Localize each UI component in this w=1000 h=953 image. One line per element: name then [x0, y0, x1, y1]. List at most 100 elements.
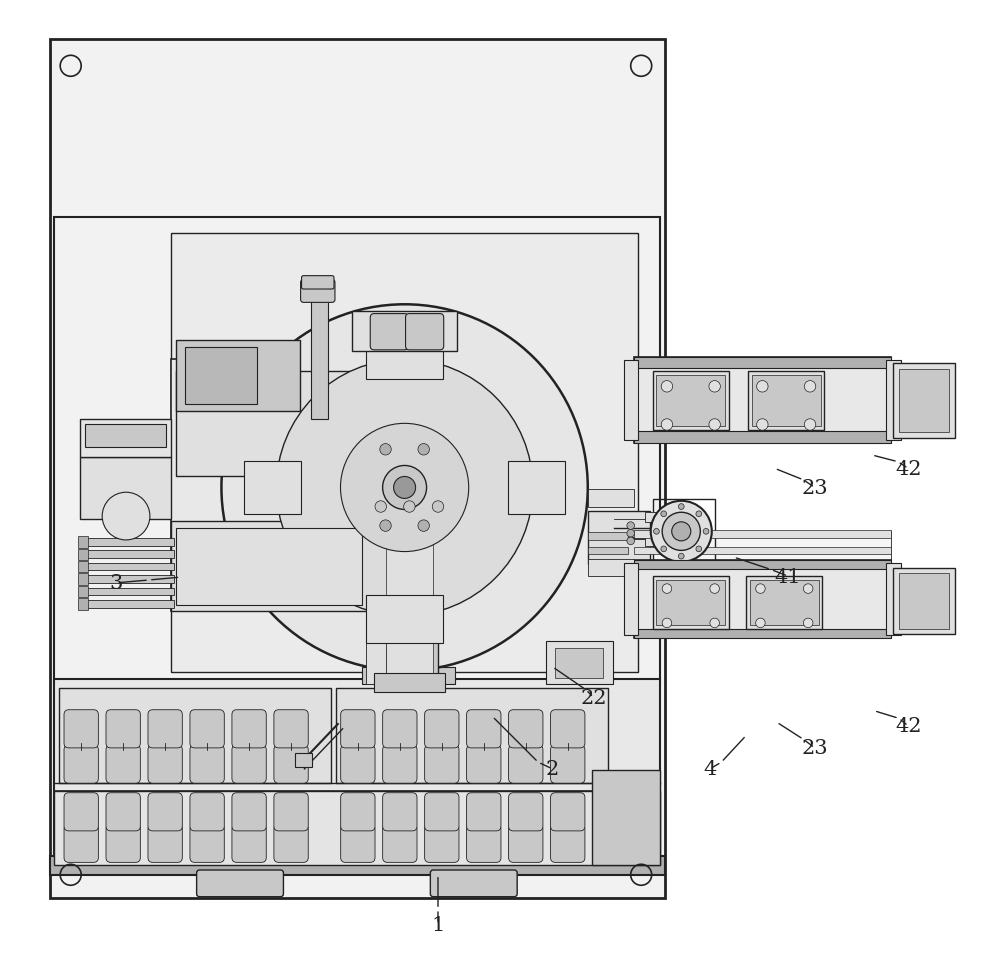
FancyBboxPatch shape: [232, 793, 266, 831]
Circle shape: [394, 476, 416, 499]
FancyBboxPatch shape: [467, 824, 501, 862]
FancyBboxPatch shape: [302, 276, 334, 290]
FancyBboxPatch shape: [232, 824, 266, 862]
Circle shape: [661, 419, 673, 431]
Bar: [80, 538, 174, 546]
Text: 4: 4: [703, 760, 717, 779]
FancyBboxPatch shape: [341, 793, 375, 831]
Circle shape: [696, 512, 702, 517]
Circle shape: [678, 554, 684, 559]
Bar: [171, 521, 371, 612]
FancyBboxPatch shape: [190, 793, 224, 831]
FancyBboxPatch shape: [430, 870, 517, 897]
Text: 3: 3: [110, 574, 123, 593]
Circle shape: [380, 444, 391, 456]
Bar: [362, 667, 455, 684]
Bar: [624, 563, 638, 636]
FancyBboxPatch shape: [509, 710, 543, 748]
Bar: [555, 648, 603, 679]
FancyBboxPatch shape: [190, 745, 224, 783]
Bar: [78, 549, 88, 560]
FancyBboxPatch shape: [190, 710, 224, 748]
Bar: [366, 333, 443, 380]
Circle shape: [432, 501, 444, 513]
Bar: [85, 424, 166, 448]
Circle shape: [757, 381, 768, 393]
FancyBboxPatch shape: [148, 710, 182, 748]
Bar: [588, 533, 628, 540]
FancyBboxPatch shape: [106, 710, 140, 748]
FancyBboxPatch shape: [274, 710, 308, 748]
FancyBboxPatch shape: [425, 793, 459, 831]
Bar: [171, 359, 366, 612]
Circle shape: [404, 501, 415, 513]
Bar: [80, 457, 171, 519]
Bar: [893, 364, 955, 438]
Bar: [352, 312, 457, 352]
Bar: [645, 513, 688, 522]
Bar: [366, 596, 443, 643]
Circle shape: [804, 381, 816, 393]
Circle shape: [662, 584, 672, 594]
FancyBboxPatch shape: [301, 280, 335, 303]
Bar: [634, 357, 891, 369]
Bar: [78, 598, 88, 610]
Bar: [746, 577, 822, 629]
Bar: [624, 360, 638, 440]
Circle shape: [756, 618, 765, 628]
Bar: [634, 547, 891, 555]
Bar: [366, 501, 386, 684]
Bar: [78, 537, 88, 548]
Bar: [171, 233, 638, 672]
Bar: [634, 531, 891, 538]
FancyBboxPatch shape: [370, 314, 408, 351]
Circle shape: [276, 360, 533, 616]
FancyBboxPatch shape: [232, 710, 266, 748]
FancyBboxPatch shape: [64, 793, 98, 831]
FancyBboxPatch shape: [106, 824, 140, 862]
Bar: [634, 629, 891, 639]
Bar: [899, 574, 949, 629]
Bar: [381, 501, 438, 684]
Bar: [886, 360, 901, 440]
Bar: [634, 532, 891, 560]
Bar: [748, 372, 824, 431]
Circle shape: [418, 444, 429, 456]
Bar: [886, 563, 901, 636]
Text: 1: 1: [431, 915, 445, 934]
Bar: [899, 370, 949, 433]
Circle shape: [661, 512, 667, 517]
Circle shape: [627, 530, 635, 537]
FancyBboxPatch shape: [148, 745, 182, 783]
Bar: [176, 372, 362, 476]
Text: 23: 23: [802, 478, 828, 497]
FancyBboxPatch shape: [551, 710, 585, 748]
FancyBboxPatch shape: [467, 793, 501, 831]
Bar: [244, 461, 301, 515]
FancyBboxPatch shape: [341, 824, 375, 862]
Circle shape: [340, 424, 469, 552]
Circle shape: [756, 584, 765, 594]
FancyBboxPatch shape: [467, 710, 501, 748]
Bar: [546, 641, 613, 684]
Text: 2: 2: [546, 760, 559, 779]
Bar: [653, 499, 715, 564]
FancyBboxPatch shape: [425, 745, 459, 783]
Bar: [50, 856, 665, 875]
Bar: [54, 791, 660, 865]
Circle shape: [696, 546, 702, 552]
FancyBboxPatch shape: [64, 824, 98, 862]
Bar: [78, 586, 88, 598]
Circle shape: [383, 466, 427, 510]
Circle shape: [380, 520, 391, 532]
Bar: [645, 537, 688, 546]
Bar: [59, 688, 331, 783]
Circle shape: [627, 522, 635, 530]
Circle shape: [654, 529, 659, 535]
Bar: [80, 551, 174, 558]
FancyBboxPatch shape: [148, 793, 182, 831]
FancyBboxPatch shape: [467, 745, 501, 783]
FancyBboxPatch shape: [190, 824, 224, 862]
FancyBboxPatch shape: [274, 793, 308, 831]
Bar: [588, 512, 650, 564]
